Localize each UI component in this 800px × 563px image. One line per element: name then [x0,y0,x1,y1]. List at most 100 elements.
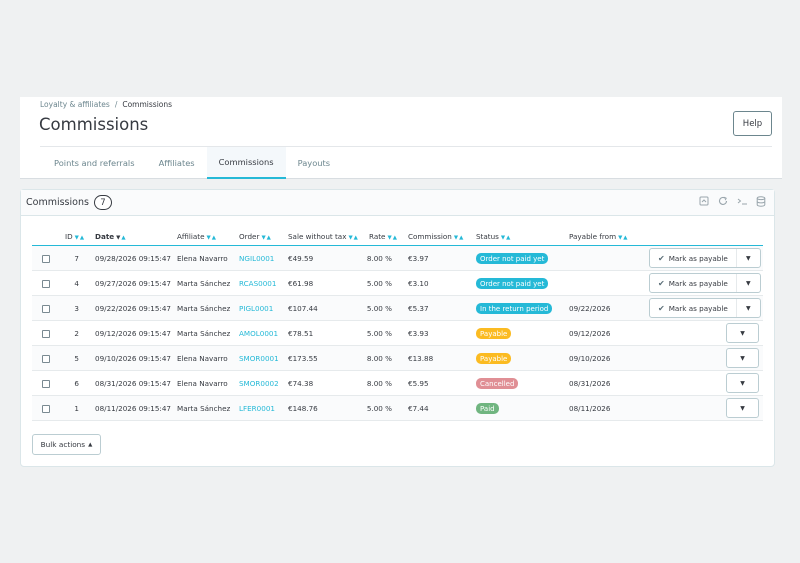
mark-as-payable-label: Mark as payable [668,278,728,288]
status-badge: In the return period [476,303,553,314]
column-header-id[interactable]: ID ▼▲ [65,232,86,241]
cell-order[interactable]: NGIL0001 [239,254,275,263]
table-body: 7 09/28/2026 09:15:47 Elena Navarro NGIL000… [32,246,763,421]
mark-as-payable-label: Mark as payable [668,303,728,313]
tab-affiliates[interactable]: Affiliates [158,158,195,168]
cell-sale-without-tax: €49.59 [288,254,314,263]
row-select-checkbox[interactable] [42,279,50,288]
cell-sale-without-tax: €148.76 [288,404,318,413]
export-icon[interactable] [699,196,709,207]
row-select-checkbox-cell [42,346,50,371]
status-badge: Payable [476,328,512,339]
mark-as-payable-button[interactable]: ✔ Mark as payable [650,249,737,267]
row-select-checkbox[interactable] [42,404,50,413]
help-button[interactable]: Help [733,111,772,136]
check-icon: ✔ [658,278,665,288]
row-select-checkbox[interactable] [42,304,50,313]
cell-affiliate: Marta Sánchez [177,304,231,313]
column-header-rate[interactable]: Rate ▼▲ [369,232,398,241]
card-toolbar [699,196,766,207]
row-select-checkbox-cell [42,321,50,346]
mark-as-payable-button[interactable]: ✔ Mark as payable [650,299,737,317]
cell-commission: €5.95 [408,379,429,388]
column-header-sale-without-tax[interactable]: Sale without tax ▼▲ [288,232,359,241]
row-select-checkbox[interactable] [42,329,50,338]
column-header-order[interactable]: Order ▼▲ [239,232,272,241]
cell-rate: 8.00 % [366,354,392,363]
page-header: Loyalty & affiliates / Commissions Commiss… [20,97,782,179]
cell-commission: €3.93 [408,329,429,338]
sql-query-icon[interactable] [737,196,747,207]
cell-affiliate: Marta Sánchez [177,329,231,338]
tab-points-and-referrals[interactable]: Points and referrals [54,158,135,168]
row-select-checkbox-cell [42,246,50,271]
row-select-checkbox[interactable] [42,354,50,363]
refresh-icon[interactable] [718,196,728,207]
row-select-checkbox-cell [42,271,50,296]
page-title: Commissions [39,115,149,134]
status-badge: Cancelled [476,378,519,389]
cell-id: 3 [74,304,79,313]
cell-commission: €7.44 [408,404,429,413]
row-select-checkbox-cell [42,296,50,321]
column-header-status[interactable]: Status ▼▲ [476,232,512,241]
cell-affiliate: Marta Sánchez [177,404,231,413]
row-actions-group: ✔ Mark as payable ▼ [649,273,761,293]
breadcrumb-current: Commissions [122,100,173,109]
mark-as-payable-label: Mark as payable [668,253,728,263]
cell-id: 1 [74,404,79,413]
cell-order[interactable]: LFER0001 [239,404,275,413]
cell-commission: €13.88 [408,354,434,363]
cell-order[interactable]: PIGL0001 [239,304,274,313]
cell-payable-from: 08/31/2026 [569,379,611,388]
cell-status: Order not paid yet [476,246,549,271]
row-actions-dropdown-toggle[interactable]: ▼ [745,254,751,262]
cell-rate: 5.00 % [366,304,392,313]
check-icon: ✔ [658,303,665,313]
cell-payable-from: 08/11/2026 [569,404,611,413]
commissions-card: Commissions 7 ID ▼▲ Date ▼▲ Affiliate ▼▲ Or… [20,189,775,467]
cell-rate: 8.00 % [366,254,392,263]
table-row: 1 08/11/2026 09:15:47 Marta Sánchez LFER000… [32,396,763,421]
cell-rate: 5.00 % [366,329,392,338]
breadcrumb-parent[interactable]: Loyalty & affiliates [40,100,110,109]
row-actions-dropdown-toggle[interactable]: ▼ [745,279,751,287]
column-header-commission[interactable]: Commission ▼▲ [408,232,465,241]
cell-sale-without-tax: €107.44 [288,304,318,313]
cell-order[interactable]: SMOR0002 [239,379,279,388]
tab-payouts[interactable]: Payouts [297,158,331,168]
mark-as-payable-button[interactable]: ✔ Mark as payable [650,274,737,292]
cell-id: 2 [74,329,79,338]
cell-date: 09/27/2026 09:15:47 [95,279,171,288]
row-actions-dropdown-toggle[interactable]: ▼ [726,348,759,368]
cell-affiliate: Elena Navarro [177,254,228,263]
row-actions-dropdown-toggle[interactable]: ▼ [726,373,759,393]
row-select-checkbox[interactable] [42,379,50,388]
table-header: ID ▼▲ Date ▼▲ Affiliate ▼▲ Order ▼▲ Sale wit… [32,227,763,246]
count-badge: 7 [94,195,112,210]
tab-commissions[interactable]: Commissions [206,147,286,179]
cell-order[interactable]: RCAS0001 [239,279,277,288]
breadcrumb: Loyalty & affiliates / Commissions [40,100,172,109]
cell-rate: 5.00 % [366,404,392,413]
row-actions-dropdown-toggle[interactable]: ▼ [726,323,759,343]
cell-payable-from: 09/22/2026 [569,304,611,313]
database-icon[interactable] [756,196,766,207]
row-actions-dropdown-toggle[interactable]: ▼ [745,304,751,312]
row-select-checkbox-cell [42,371,50,396]
cell-order[interactable]: SMOR0001 [239,354,279,363]
row-actions-dropdown-toggle[interactable]: ▼ [726,398,759,418]
bulk-actions-label: Bulk actions [40,440,86,449]
column-header-date[interactable]: Date ▼▲ [95,232,127,241]
cell-status: Order not paid yet [476,271,549,296]
table-row: 7 09/28/2026 09:15:47 Elena Navarro NGIL000… [32,246,763,271]
table-row: 5 09/10/2026 09:15:47 Elena Navarro SMOR000… [32,346,763,371]
cell-order[interactable]: AMOL0001 [239,329,279,338]
bulk-actions-button[interactable]: Bulk actions ▲ [32,434,101,455]
column-header-affiliate[interactable]: Affiliate ▼▲ [177,232,217,241]
status-badge: Order not paid yet [476,253,549,264]
cell-status: Cancelled [476,371,519,396]
column-header-payable-from[interactable]: Payable from ▼▲ [569,232,629,241]
cell-date: 09/28/2026 09:15:47 [95,254,171,263]
row-select-checkbox[interactable] [42,254,50,263]
